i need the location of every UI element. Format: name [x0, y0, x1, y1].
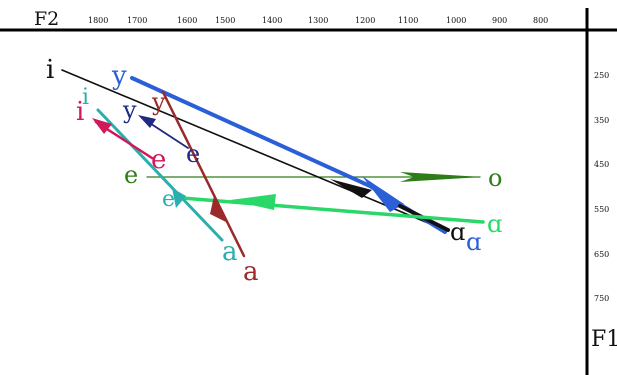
f2-tick-label: 1400	[262, 16, 282, 25]
f1-tick-label: 350	[594, 116, 609, 125]
arrowhead-crimson	[92, 118, 112, 134]
f1-tick-label: 550	[594, 205, 609, 214]
vowel-label-i-teal: i	[82, 85, 89, 110]
arrowhead-black	[330, 179, 372, 198]
f2-tick-label: 900	[492, 16, 507, 25]
f2-tick-label: 1300	[308, 16, 328, 25]
f1-tick-label: 650	[594, 250, 609, 259]
f2-tick-label: 1200	[355, 16, 375, 25]
trajectory-line-black-i-a	[61, 69, 441, 229]
trajectory-line-blue-y-a	[130, 76, 447, 234]
f1-tick-label: 250	[594, 71, 609, 80]
vowel-label-o-green: o	[488, 164, 502, 192]
arrowhead-maroon	[210, 196, 226, 222]
arrowhead-blue	[362, 176, 404, 212]
f2-tick-labels: 1800 1700 1600 1500 1400 1300 1200 1100 …	[88, 16, 548, 25]
f1-tick-label: 750	[594, 294, 609, 303]
vowel-label-y-maroon: y	[151, 88, 166, 116]
vowel-label-i-crimson: i	[76, 97, 84, 127]
f2-tick-label: 800	[533, 16, 548, 25]
vowel-labels: i y y y i i e e e e o ɑ ɑ ɑ a a	[46, 55, 502, 287]
vowel-label-a-teal: a	[222, 237, 238, 267]
f2-tick-label: 1500	[215, 16, 235, 25]
vowel-label-i-black: i	[46, 55, 54, 85]
f1-tick-labels: 250 350 450 550 650 750	[594, 71, 609, 303]
trajectory-line-lightgreen-a-e	[180, 196, 485, 224]
f2-tick-label: 1600	[177, 16, 197, 25]
f1-axis-label: F1	[591, 327, 617, 352]
f2-tick-label: 1700	[127, 16, 147, 25]
arrowhead-teal	[172, 188, 186, 208]
vowel-label-a-maroon: a	[243, 257, 259, 287]
arrowhead-navy	[138, 115, 156, 128]
vowel-label-e-green: e	[124, 161, 138, 189]
arrowhead-lightgreen	[230, 194, 276, 210]
arrowhead-green	[400, 172, 482, 182]
vowel-label-y-blue: y	[111, 61, 127, 91]
vowel-trajectories	[61, 69, 485, 258]
f2-tick-label: 1100	[398, 16, 418, 25]
vowel-label-e-navy: e	[186, 140, 200, 168]
f2-tick-label: 1800	[88, 16, 108, 25]
vowel-label-a-lightgreen: ɑ	[487, 210, 502, 238]
f2-tick-label: 1000	[446, 16, 466, 25]
vowel-label-a-black: ɑ	[450, 218, 465, 246]
vowel-label-e-crimson: e	[151, 145, 166, 175]
trajectory-line-maroon-y-a	[161, 90, 246, 258]
f2-axis-label: F2	[34, 8, 59, 30]
trajectory-line-teal-i-a	[96, 108, 224, 242]
vowel-label-a-blue: ɑ	[466, 228, 481, 256]
f1-tick-label: 450	[594, 160, 609, 169]
vowel-label-y-navy: y	[122, 96, 137, 124]
vowel-label-e-teal: e	[162, 187, 175, 212]
